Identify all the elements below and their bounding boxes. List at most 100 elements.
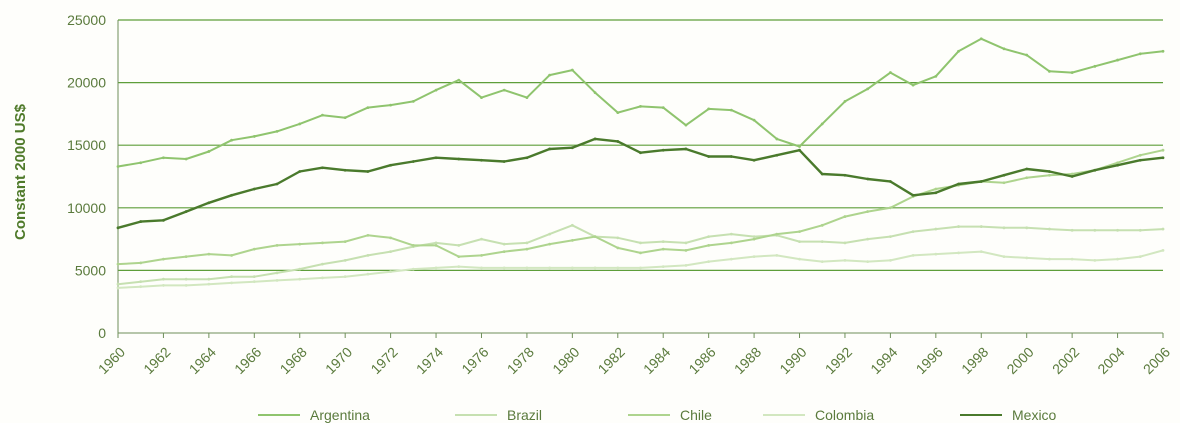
- data-point-chile: [1161, 148, 1165, 152]
- data-point-colombia: [934, 252, 938, 256]
- legend-label-mexico: Mexico: [1012, 407, 1057, 423]
- data-point-mexico: [1093, 168, 1097, 172]
- data-point-argentina: [616, 111, 620, 115]
- data-point-brazil: [820, 240, 824, 244]
- data-point-argentina: [661, 106, 665, 110]
- data-point-mexico: [139, 220, 143, 223]
- data-point-argentina: [934, 74, 938, 78]
- data-point-colombia: [502, 266, 506, 270]
- data-point-brazil: [1161, 227, 1165, 231]
- data-point-chile: [752, 237, 756, 241]
- data-point-mexico: [389, 163, 393, 167]
- legend-item-argentina: Argentina: [258, 407, 370, 423]
- data-point-chile: [162, 257, 165, 261]
- data-point-argentina: [911, 83, 915, 87]
- data-point-brazil: [639, 241, 642, 245]
- data-point-mexico: [116, 226, 120, 230]
- data-point-colombia: [752, 255, 756, 259]
- data-point-brazil: [525, 241, 529, 245]
- x-tick-label: 1964: [186, 344, 219, 377]
- data-point-argentina: [548, 73, 552, 77]
- data-point-colombia: [1070, 257, 1074, 261]
- data-point-brazil: [480, 237, 483, 241]
- data-point-colombia: [343, 275, 347, 279]
- data-point-brazil: [1070, 228, 1074, 232]
- data-point-chile: [139, 261, 143, 265]
- y-axis-label: Constant 2000 US$: [12, 103, 29, 240]
- data-point-mexico: [366, 170, 370, 173]
- data-point-brazil: [843, 241, 847, 245]
- data-point-mexico: [820, 172, 824, 176]
- data-point-mexico: [1116, 163, 1119, 167]
- data-point-colombia: [911, 253, 915, 257]
- data-point-brazil: [162, 277, 165, 281]
- data-point-argentina: [275, 130, 279, 133]
- data-point-mexico: [252, 187, 256, 191]
- data-point-colombia: [979, 250, 983, 254]
- data-point-colombia: [661, 265, 665, 269]
- data-point-chile: [684, 248, 688, 252]
- data-point-argentina: [1116, 58, 1119, 62]
- data-point-chile: [1116, 161, 1119, 165]
- data-point-chile: [343, 240, 347, 244]
- x-tick-label: 2006: [1140, 344, 1173, 377]
- data-point-brazil: [434, 241, 438, 245]
- data-point-colombia: [162, 284, 165, 287]
- data-point-argentina: [321, 113, 324, 117]
- data-point-argentina: [752, 118, 756, 122]
- data-point-colombia: [684, 263, 688, 267]
- data-point-brazil: [457, 243, 461, 247]
- data-point-chile: [457, 255, 461, 259]
- legend-label-argentina: Argentina: [310, 407, 370, 423]
- data-point-argentina: [1138, 52, 1142, 56]
- data-point-chile: [798, 230, 801, 233]
- data-point-brazil: [1116, 228, 1119, 232]
- legend-item-mexico: Mexico: [960, 407, 1057, 423]
- data-point-chile: [843, 215, 847, 218]
- data-point-colombia: [207, 282, 211, 286]
- data-point-mexico: [230, 193, 233, 197]
- data-point-chile: [275, 243, 279, 247]
- data-point-colombia: [570, 266, 574, 270]
- data-point-brazil: [184, 277, 188, 281]
- data-point-chile: [1138, 153, 1142, 157]
- x-tick-label: 1970: [322, 344, 355, 377]
- data-point-argentina: [343, 116, 347, 120]
- data-point-mexico: [1161, 156, 1165, 160]
- data-point-mexico: [866, 177, 870, 181]
- data-point-mexico: [1002, 173, 1006, 177]
- data-point-argentina: [162, 156, 165, 160]
- data-point-mexico: [275, 182, 279, 186]
- gridlines: [118, 19, 1163, 271]
- y-tick-label: 25000: [67, 12, 106, 28]
- data-point-brazil: [866, 237, 870, 241]
- data-point-colombia: [1002, 255, 1006, 259]
- data-point-argentina: [389, 103, 393, 107]
- data-point-colombia: [275, 279, 279, 282]
- data-point-colombia: [888, 258, 892, 262]
- data-point-chile: [729, 241, 733, 245]
- data-point-colombia: [411, 267, 415, 271]
- data-point-chile: [616, 246, 620, 250]
- x-tick-labels: 1960 1962 1964 1966 1968 1970 1972 1974 1976 1978…: [95, 344, 1173, 377]
- data-point-brazil: [1093, 228, 1097, 232]
- y-tick-label: 10000: [67, 200, 106, 216]
- data-point-argentina: [1048, 69, 1051, 73]
- data-point-mexico: [570, 146, 574, 150]
- data-point-colombia: [639, 266, 642, 270]
- data-point-chile: [775, 232, 779, 236]
- data-point-mexico: [957, 182, 960, 186]
- data-point-argentina: [1161, 49, 1165, 53]
- data-point-brazil: [321, 262, 324, 266]
- data-point-colombia: [252, 280, 256, 284]
- y-tick-label: 5000: [75, 262, 106, 278]
- data-point-mexico: [1138, 158, 1142, 162]
- data-point-argentina: [434, 88, 438, 92]
- data-point-colombia: [866, 260, 870, 264]
- data-point-mexico: [434, 156, 438, 160]
- data-point-argentina: [525, 96, 529, 100]
- data-point-argentina: [298, 122, 302, 126]
- x-tick-label: 1986: [685, 344, 718, 377]
- data-point-argentina: [843, 99, 847, 103]
